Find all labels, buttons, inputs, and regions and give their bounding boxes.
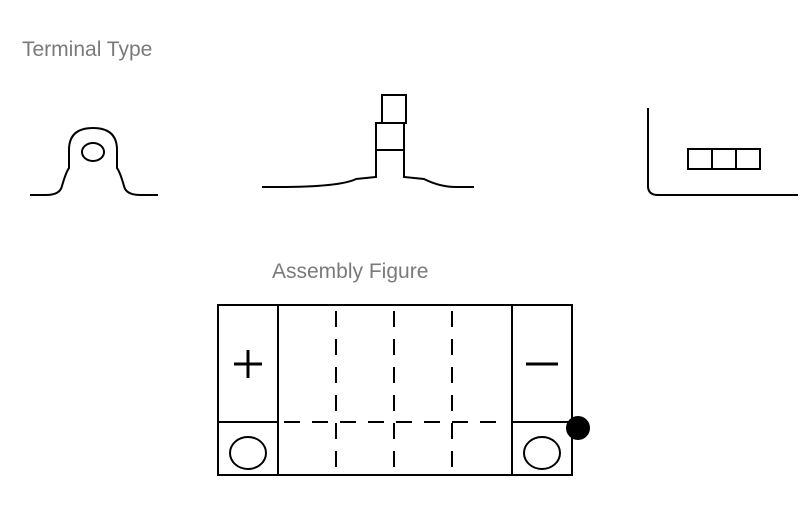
terminal-post-stud-icon xyxy=(0,0,800,511)
assembly-figure-label: Assembly Figure xyxy=(272,260,428,284)
terminal-tab-lug-icon xyxy=(0,0,800,511)
terminal-type-label: Terminal Type xyxy=(22,38,152,62)
terminal-bracket-tab-icon xyxy=(0,0,800,511)
assembly-battery-diagram xyxy=(0,0,800,511)
